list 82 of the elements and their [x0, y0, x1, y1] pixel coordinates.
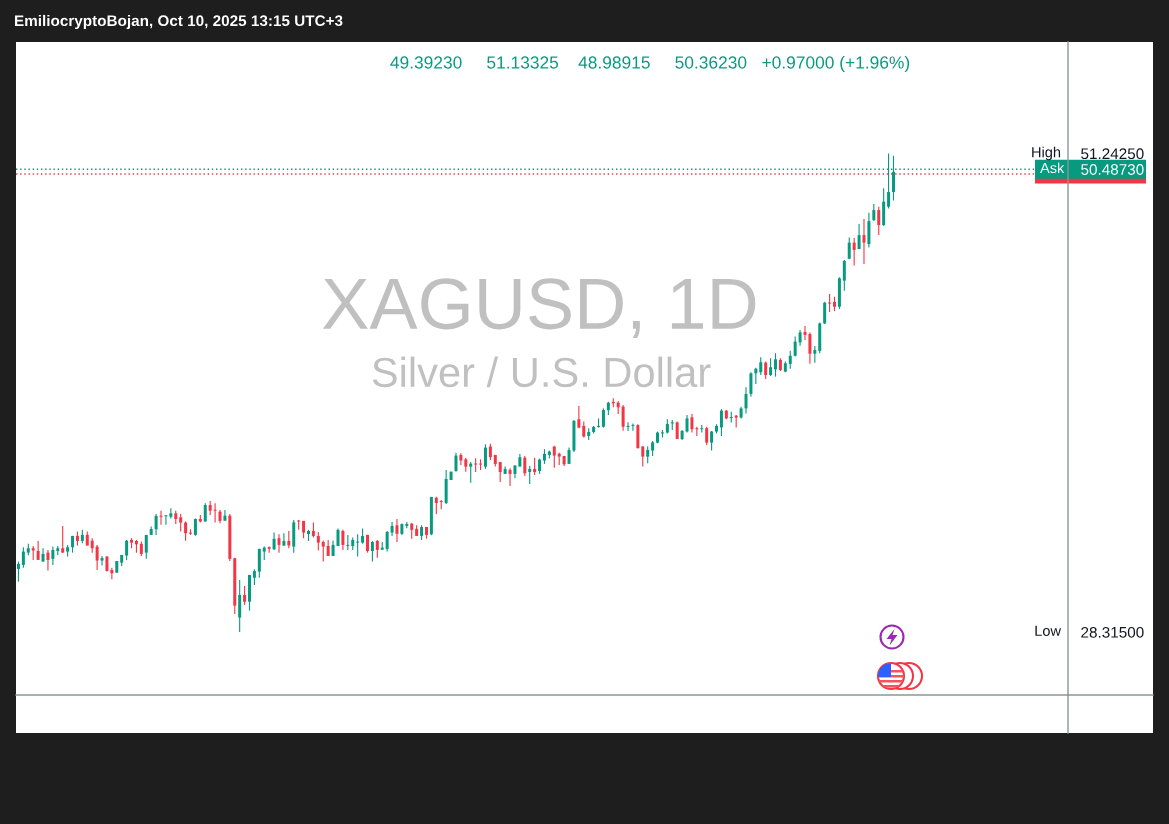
candlestick — [498, 461, 502, 483]
candlestick — [159, 510, 163, 526]
candlestick — [749, 371, 753, 398]
text: EmiliocryptoBojan, Oct 10, 2025 13:15 UTC+3 — [15, 14, 343, 30]
y-tick-label: 28.31500 — [1081, 626, 1144, 638]
candlestick — [61, 525, 65, 554]
candlestick — [238, 579, 242, 633]
candlestick — [508, 467, 512, 487]
candlestick — [277, 533, 281, 554]
candlestick — [248, 574, 251, 612]
annotation: High — [1032, 146, 1061, 161]
candlestick — [774, 352, 777, 378]
candlestick — [16, 561, 20, 583]
candlestick — [719, 408, 723, 437]
candlestick — [454, 452, 458, 473]
candlestick — [316, 531, 320, 552]
candlestick — [46, 549, 50, 572]
candlestick — [169, 507, 173, 519]
candlestick — [842, 259, 846, 292]
candlestick — [626, 421, 630, 432]
candlestick — [184, 520, 188, 542]
candlestick — [321, 539, 325, 563]
candlestick — [631, 422, 635, 432]
candlestick — [459, 452, 463, 466]
candlestick — [882, 187, 886, 227]
candlestick — [370, 540, 374, 563]
candlestick — [189, 528, 193, 536]
candlestick — [690, 413, 694, 434]
annotation: Low — [1035, 625, 1062, 636]
candlestick — [808, 332, 812, 365]
candlestick — [282, 532, 286, 547]
candlestick — [100, 555, 104, 567]
candlestick — [793, 336, 797, 358]
candlestick — [213, 502, 217, 524]
y-tick-label: 51.24250 — [1081, 148, 1144, 160]
candlestick — [601, 407, 605, 429]
candlestick — [51, 546, 55, 566]
candlestick — [395, 518, 399, 543]
candlestick — [365, 534, 369, 554]
ref-line-label: Ask — [1040, 162, 1065, 174]
candlestick — [203, 502, 207, 523]
candlestick — [356, 533, 360, 558]
candlestick — [469, 461, 473, 484]
candlestick — [243, 585, 247, 606]
candlestick — [36, 540, 40, 561]
candlestick — [641, 445, 645, 468]
candlestick — [154, 513, 158, 536]
candlestick — [95, 544, 99, 571]
candlestick — [823, 301, 827, 325]
candlestick — [621, 404, 625, 432]
candlestick — [523, 455, 527, 477]
candlestick — [867, 212, 871, 248]
text: Silver / U.S. Dollar — [372, 356, 711, 388]
candlestick — [130, 537, 134, 549]
candlestick — [857, 223, 861, 250]
candlestick — [223, 509, 227, 522]
candlestick — [597, 417, 601, 429]
annotation: 49.39230 51.13325 48.98915 50.36230 +0.97000 (+1.96%) — [390, 55, 910, 73]
candlestick — [164, 514, 168, 526]
candlestick — [483, 443, 487, 470]
candlestick — [125, 539, 129, 561]
candlestick — [385, 530, 389, 553]
candlestick — [21, 546, 25, 569]
candlestick — [636, 423, 640, 449]
candlestick — [424, 526, 428, 540]
candlestick — [341, 529, 345, 551]
candlestick — [705, 426, 709, 446]
candlestick — [110, 567, 114, 580]
candlestick — [852, 237, 856, 267]
text: XAGUSD, 1D — [322, 278, 756, 338]
candlestick — [656, 430, 660, 444]
candlestick — [877, 206, 881, 236]
candlestick — [710, 430, 714, 452]
candlestick — [833, 296, 836, 312]
candlestick — [257, 548, 261, 579]
candlestick — [744, 386, 748, 414]
candlestick — [552, 445, 556, 469]
candlestick — [715, 423, 719, 434]
y-tick-label: 50.48730 — [1081, 164, 1144, 175]
candlestick — [695, 426, 699, 437]
candlestick — [862, 218, 866, 265]
candlestick — [307, 529, 310, 542]
